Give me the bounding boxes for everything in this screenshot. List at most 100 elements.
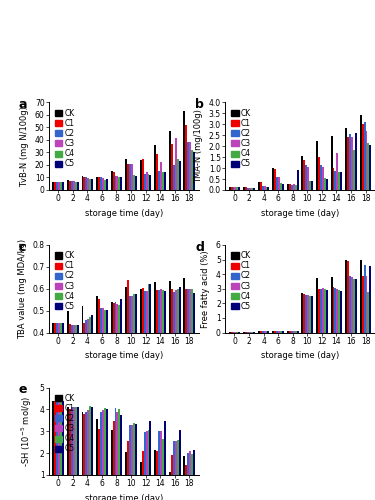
- Bar: [303, 294, 305, 333]
- Bar: [147, 284, 150, 420]
- Bar: [67, 407, 69, 497]
- Bar: [146, 172, 147, 190]
- Bar: [177, 289, 178, 420]
- Bar: [118, 305, 120, 420]
- Bar: [347, 138, 349, 190]
- Bar: [142, 288, 144, 420]
- Bar: [280, 184, 282, 190]
- Bar: [89, 178, 91, 190]
- Bar: [84, 177, 86, 190]
- Bar: [338, 172, 340, 190]
- Bar: [112, 422, 114, 497]
- Bar: [264, 186, 266, 190]
- Bar: [112, 172, 114, 190]
- Bar: [58, 400, 60, 497]
- Bar: [164, 291, 166, 420]
- Bar: [104, 408, 106, 497]
- Bar: [69, 180, 71, 190]
- Bar: [340, 291, 342, 333]
- Bar: [56, 182, 58, 190]
- Bar: [133, 422, 135, 497]
- Bar: [177, 158, 178, 190]
- Bar: [178, 430, 180, 497]
- Bar: [249, 188, 251, 190]
- Bar: [171, 289, 173, 420]
- Bar: [87, 320, 89, 420]
- Bar: [349, 134, 351, 190]
- Bar: [53, 182, 54, 190]
- Bar: [305, 294, 307, 333]
- Bar: [345, 128, 347, 190]
- Bar: [178, 160, 180, 190]
- Bar: [142, 451, 144, 497]
- Bar: [118, 177, 120, 190]
- Legend: CK, C1, C2, C3, C4, C5: CK, C1, C2, C3, C4, C5: [229, 106, 254, 170]
- Bar: [111, 430, 112, 497]
- Bar: [351, 277, 353, 332]
- Bar: [307, 296, 309, 333]
- Bar: [189, 451, 191, 497]
- Bar: [117, 412, 118, 497]
- Bar: [76, 182, 79, 190]
- Bar: [162, 172, 164, 190]
- Legend: CK, C1, C2, C3, C4, C5: CK, C1, C2, C3, C4, C5: [53, 249, 77, 313]
- Bar: [91, 180, 93, 190]
- Bar: [322, 288, 324, 333]
- Bar: [87, 178, 89, 190]
- Bar: [89, 406, 91, 497]
- Bar: [175, 290, 177, 420]
- Bar: [114, 176, 117, 190]
- Bar: [129, 296, 131, 420]
- Bar: [368, 143, 369, 190]
- Bar: [60, 322, 62, 420]
- Bar: [131, 424, 133, 497]
- Bar: [175, 441, 177, 497]
- Bar: [154, 145, 156, 190]
- Bar: [100, 412, 102, 497]
- Bar: [102, 308, 104, 420]
- Bar: [231, 186, 232, 190]
- Bar: [351, 138, 353, 190]
- Bar: [73, 407, 75, 497]
- Bar: [158, 290, 160, 420]
- Bar: [297, 331, 298, 332]
- Bar: [156, 154, 158, 190]
- Bar: [287, 184, 289, 190]
- Bar: [71, 325, 73, 420]
- Bar: [150, 175, 152, 190]
- Bar: [364, 266, 366, 332]
- Bar: [229, 186, 231, 190]
- Bar: [133, 294, 135, 420]
- Bar: [140, 462, 142, 497]
- Bar: [366, 131, 368, 190]
- Bar: [272, 168, 274, 190]
- Bar: [160, 431, 162, 497]
- Bar: [302, 293, 303, 333]
- Bar: [62, 322, 64, 420]
- Bar: [303, 160, 305, 190]
- Bar: [295, 331, 297, 332]
- Bar: [81, 176, 84, 190]
- Bar: [272, 331, 274, 332]
- Bar: [289, 331, 291, 332]
- Bar: [144, 174, 146, 190]
- Bar: [316, 278, 318, 332]
- Bar: [360, 260, 362, 332]
- Bar: [164, 172, 166, 190]
- Bar: [114, 408, 117, 497]
- Text: a: a: [19, 98, 27, 111]
- Bar: [234, 186, 236, 190]
- Bar: [62, 182, 64, 190]
- Bar: [67, 310, 69, 420]
- Bar: [58, 182, 60, 190]
- Bar: [260, 182, 262, 190]
- Bar: [368, 292, 369, 333]
- Bar: [100, 308, 102, 420]
- Bar: [280, 331, 282, 332]
- Bar: [164, 422, 166, 497]
- Bar: [73, 325, 75, 420]
- Bar: [86, 178, 87, 190]
- Bar: [185, 289, 188, 420]
- Bar: [127, 164, 129, 190]
- Bar: [89, 317, 91, 420]
